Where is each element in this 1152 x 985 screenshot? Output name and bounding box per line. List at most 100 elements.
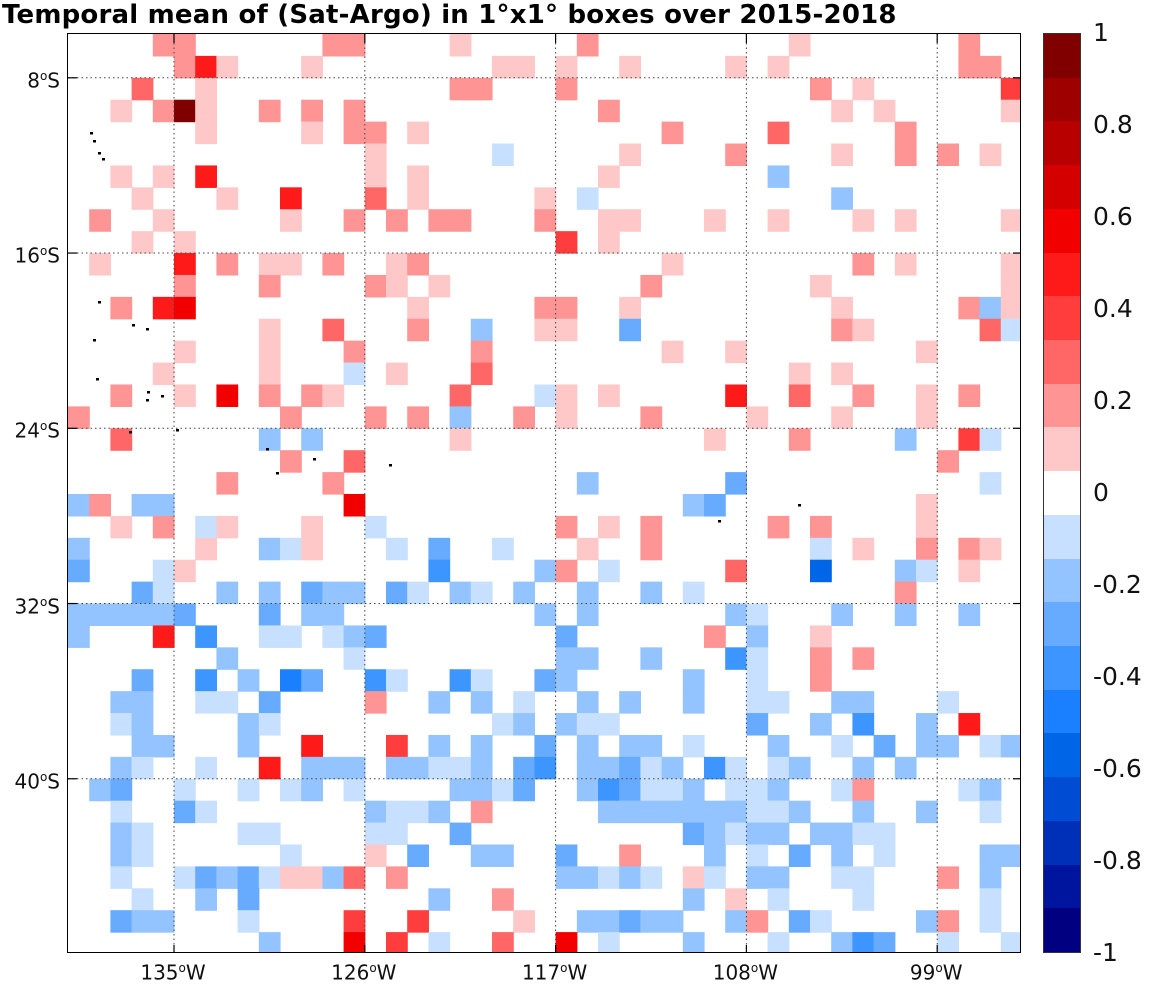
heat-cell [831, 362, 853, 386]
heat-cell [916, 494, 938, 517]
island-speck [102, 158, 105, 161]
heat-cell [1000, 318, 1020, 342]
heat-cell [301, 121, 323, 145]
colorbar-segment [1044, 864, 1080, 909]
heat-cell [258, 691, 281, 714]
heat-cell [682, 734, 705, 758]
heat-cell [131, 910, 154, 933]
heat-cell [322, 318, 345, 342]
heat-cell [746, 822, 769, 846]
heat-cell [386, 669, 408, 692]
heat-cell [937, 143, 959, 167]
heat-cell [810, 822, 832, 846]
heat-cell [767, 55, 790, 79]
map-title: Temporal mean of (Sat-Argo) in 1°x1° box… [2, 0, 897, 30]
heat-cell [343, 910, 366, 933]
heat-cell [555, 384, 578, 407]
heat-cell [343, 625, 366, 648]
heat-cell [640, 734, 663, 758]
heat-cell [810, 77, 832, 101]
heat-cell [322, 603, 345, 627]
heat-cell [131, 494, 154, 517]
colorbar-segment [1044, 908, 1080, 953]
heat-cell [767, 866, 790, 889]
heat-cell [661, 121, 684, 145]
heat-cell [767, 932, 790, 952]
heat-cell [470, 844, 493, 867]
heat-cell [598, 756, 620, 780]
heat-cell [492, 932, 514, 952]
heat-cell [216, 187, 239, 210]
heat-cell [725, 340, 747, 364]
lat-tick-label: 8oS [27, 68, 60, 93]
colorbar-segment [1044, 471, 1080, 516]
heat-cell [788, 844, 811, 867]
heat-cell [89, 778, 111, 802]
heat-cell [428, 888, 451, 911]
colorbar-segment [1044, 689, 1080, 734]
heat-cell [110, 844, 133, 867]
colorbar-segment [1044, 340, 1080, 385]
heat-cell [301, 603, 323, 627]
heat-cell [725, 910, 747, 933]
heat-cell [343, 778, 366, 802]
heat-cell [598, 910, 620, 933]
heat-cell [788, 34, 811, 57]
heat-cell [534, 187, 557, 210]
heat-cell [343, 99, 366, 123]
heat-cell [619, 209, 641, 232]
heat-cell [152, 165, 175, 188]
heat-cell [958, 384, 981, 407]
heat-cell [704, 428, 726, 451]
heat-cell [449, 669, 472, 692]
heat-cell [979, 428, 1002, 451]
heat-cell [364, 691, 387, 714]
heat-cell [831, 187, 853, 210]
heat-cell [301, 778, 323, 802]
heat-cell [258, 99, 281, 123]
heat-cell [343, 866, 366, 889]
colorbar-segment [1044, 777, 1080, 822]
heat-cell [492, 537, 514, 561]
heat-cell [534, 603, 557, 627]
island-speck [93, 140, 96, 143]
heat-cell [576, 537, 599, 561]
heat-cell [68, 494, 90, 517]
heat-cell [407, 296, 429, 320]
heat-cell [661, 253, 684, 276]
heat-cell [386, 866, 408, 889]
heat-cell [258, 318, 281, 342]
colorbar-label: -0.4 [1093, 662, 1142, 691]
heat-cell [831, 143, 853, 167]
heat-cell [492, 778, 514, 802]
heat-cell [322, 866, 345, 889]
heat-cell [216, 55, 239, 79]
heat-cell [598, 165, 620, 188]
heat-cell [916, 713, 938, 736]
heat-cell [598, 713, 620, 736]
heat-cell [195, 691, 217, 714]
heat-cell [343, 581, 366, 605]
heat-cell [131, 669, 154, 692]
heat-cell [831, 603, 853, 627]
heat-cell [470, 734, 493, 758]
heat-cell [174, 99, 196, 123]
heat-cell [555, 231, 578, 254]
heat-cell [619, 778, 641, 802]
heat-cell [216, 472, 239, 495]
heat-cell [937, 932, 959, 952]
heat-cell [152, 581, 175, 605]
heat-cell [916, 384, 938, 407]
heat-cell [937, 910, 959, 933]
heat-cell [364, 165, 387, 188]
colorbar-label: -0.2 [1093, 570, 1142, 599]
heat-cell [534, 209, 557, 232]
heat-cell [131, 603, 154, 627]
heat-cell [68, 625, 90, 648]
lon-tick-label: 99oW [909, 960, 963, 985]
heat-cell [258, 625, 281, 648]
heat-cell [195, 669, 217, 692]
heat-cell [343, 340, 366, 364]
island-speck [798, 504, 801, 507]
heat-cell [110, 778, 133, 802]
